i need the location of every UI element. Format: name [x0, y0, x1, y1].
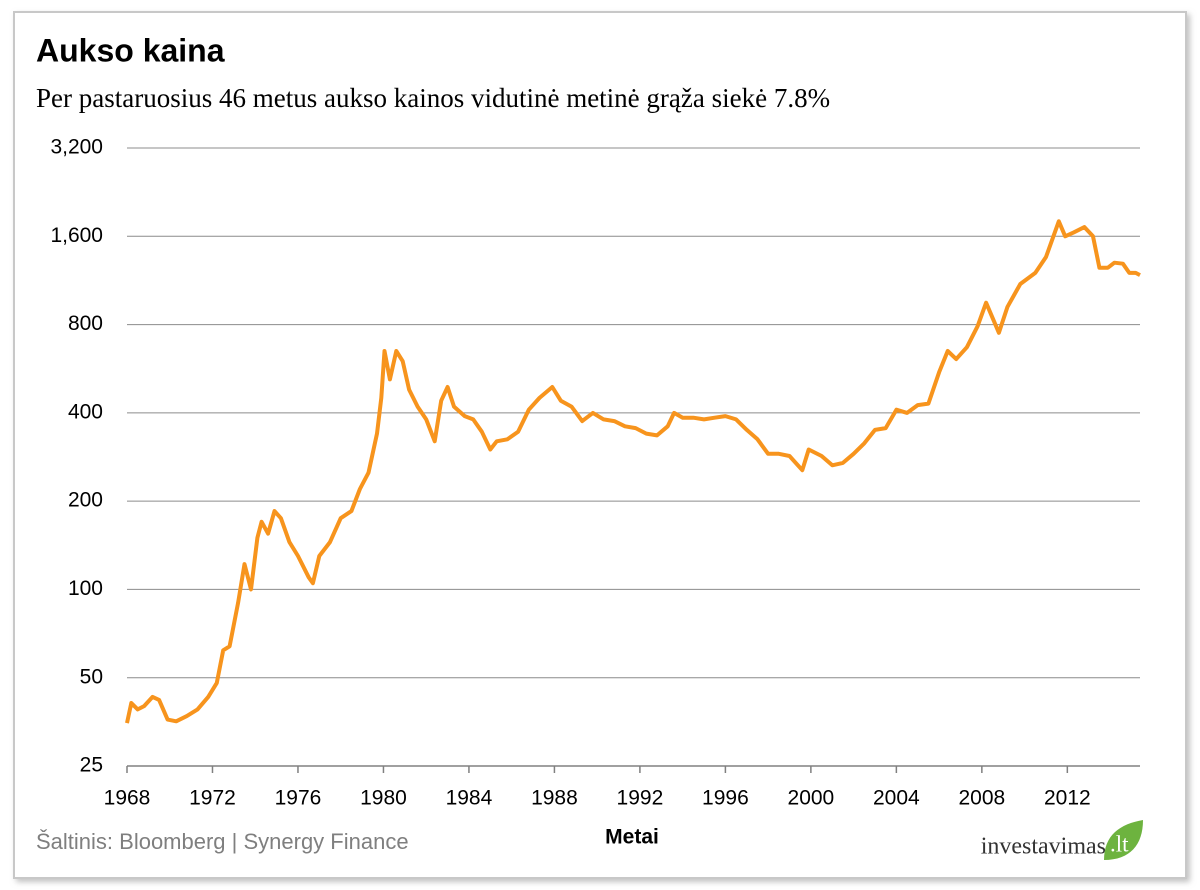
x-tick-label: 1968	[104, 787, 151, 810]
y-tick-label: 800	[68, 312, 103, 335]
x-tick-label: 2000	[788, 787, 835, 810]
x-tick-label: 2004	[873, 787, 920, 810]
y-tick-label: 400	[68, 400, 103, 423]
y-tick-label: 3,200	[50, 136, 103, 159]
x-tick-label: 2012	[1044, 787, 1091, 810]
logo-text: investavimas	[981, 834, 1106, 860]
price-line	[125, 219, 1141, 724]
y-tick-label: 25	[80, 754, 103, 777]
y-tick-label: 50	[80, 665, 103, 688]
source-note: Šaltinis: Bloomberg | Synergy Finance	[36, 829, 409, 854]
x-tick-label: 1992	[617, 787, 664, 810]
y-tick-label: 100	[68, 577, 103, 600]
chart-subtitle: Per pastaruosius 46 metus aukso kainos v…	[36, 83, 830, 113]
x-tick-label: 1988	[531, 787, 578, 810]
frame	[13, 11, 1187, 879]
x-tick-label: 1984	[446, 787, 493, 810]
x-tick-label: 1972	[189, 787, 236, 810]
x-tick-label: 1976	[275, 787, 322, 810]
chart-title: Aukso kaina	[36, 32, 225, 68]
x-tick-label: 1996	[702, 787, 749, 810]
y-tick-label: 1,600	[50, 224, 103, 247]
y-tick-label: 200	[68, 489, 103, 512]
logo-suffix: .lt	[1110, 831, 1129, 856]
logo-leaf	[1104, 820, 1143, 860]
x-tick-label: 2008	[958, 787, 1005, 810]
x-axis-label: Metai	[605, 826, 659, 849]
x-tick-label: 1980	[360, 787, 407, 810]
